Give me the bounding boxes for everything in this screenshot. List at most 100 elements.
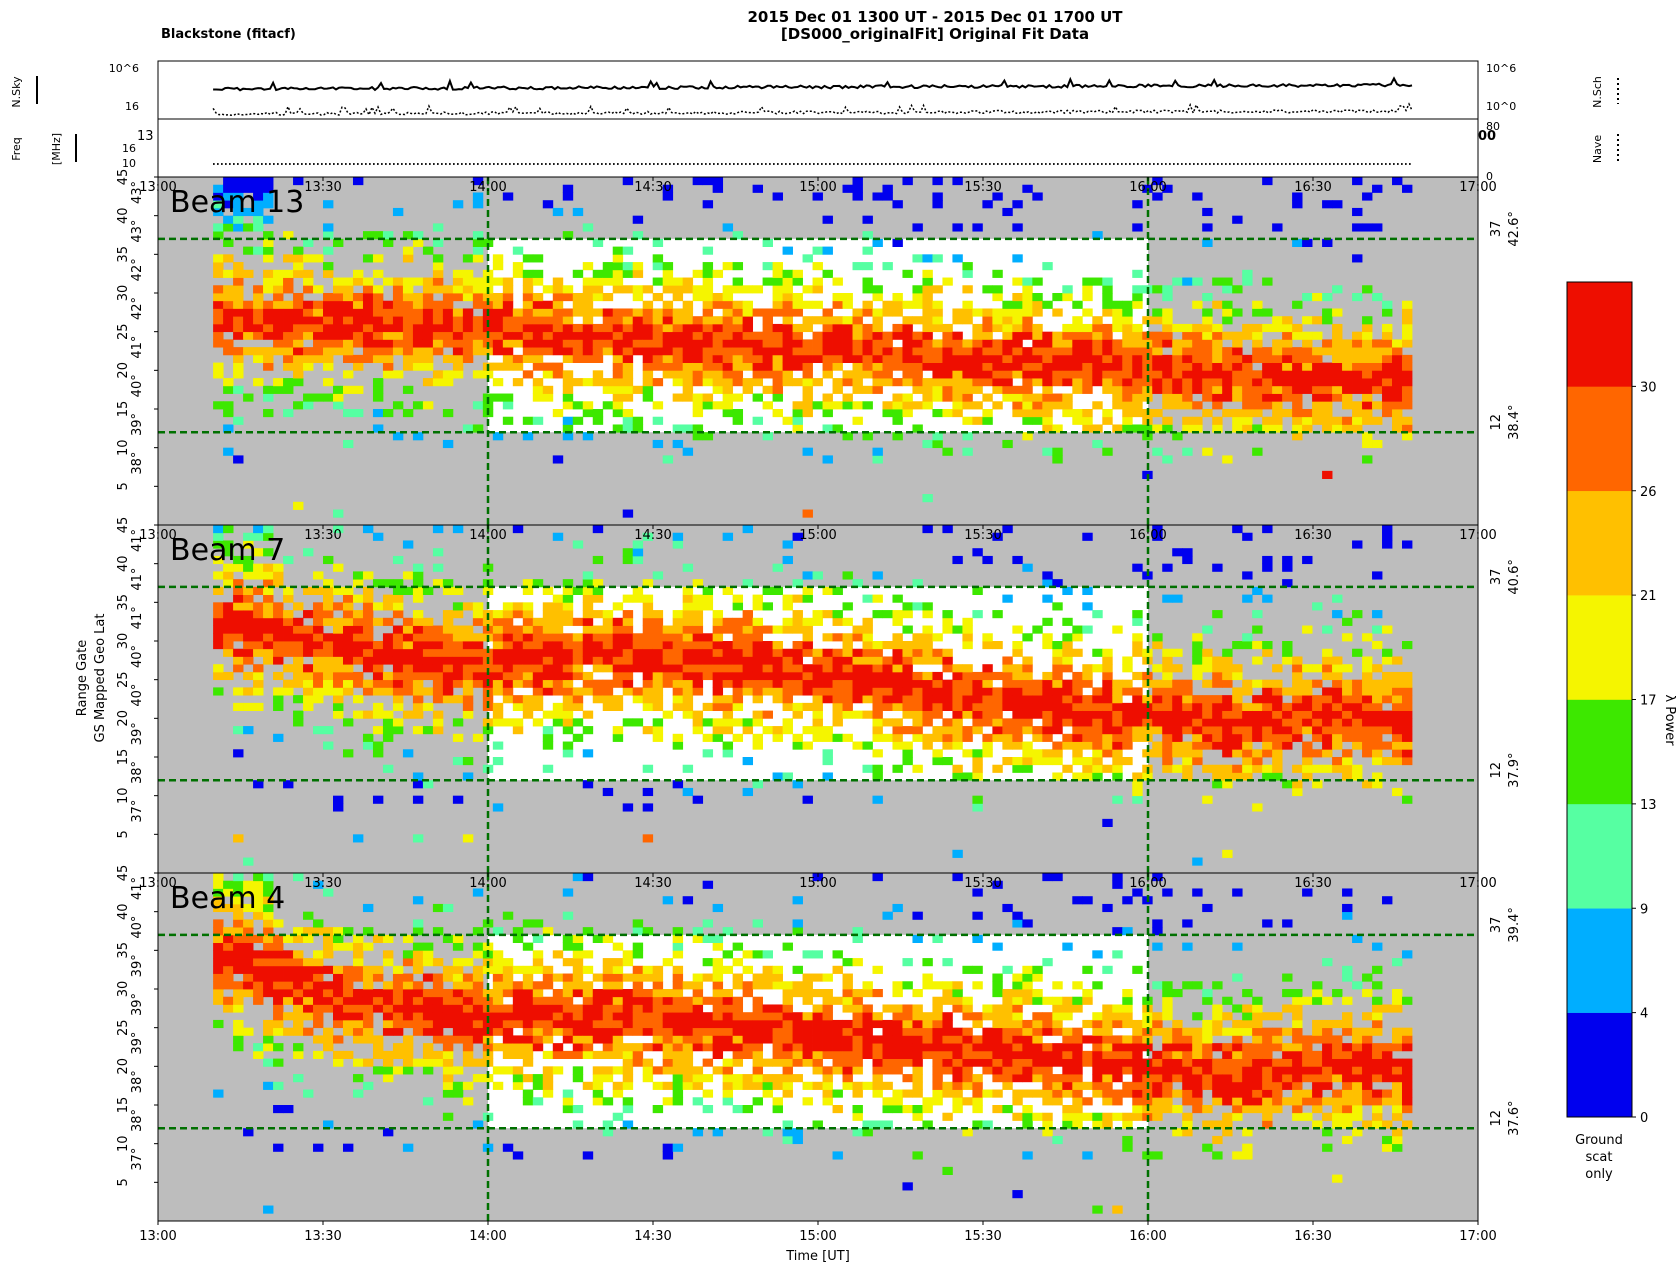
heatmap-cell <box>662 455 674 464</box>
heatmap-cell <box>1362 726 1373 735</box>
heatmap-cell <box>1152 370 1163 379</box>
heatmap-cell <box>1002 702 1013 711</box>
heatmap-cell <box>972 354 983 363</box>
heatmap-cell <box>682 285 694 294</box>
heatmap-cell <box>602 641 614 650</box>
heatmap-cell <box>402 981 414 990</box>
heatmap-cell <box>832 1105 843 1114</box>
heatmap-cell <box>1112 424 1123 433</box>
heatmap-cell <box>622 246 634 255</box>
heatmap-cell <box>352 834 364 843</box>
heatmap-cell <box>293 1027 304 1036</box>
heatmap-cell <box>1302 370 1313 379</box>
heatmap-cell <box>1392 385 1403 394</box>
heatmap-cell <box>402 1019 414 1029</box>
heatmap-cell <box>1262 347 1273 356</box>
heatmap-cell <box>372 300 384 309</box>
heatmap-cell <box>692 409 704 418</box>
heatmap-cell <box>1392 671 1403 681</box>
heatmap-cell <box>642 331 654 340</box>
heatmap-cell <box>412 586 424 595</box>
heatmap-cell <box>402 656 414 665</box>
heatmap-cell <box>552 641 564 650</box>
heatmap-cell <box>842 1066 853 1075</box>
heatmap-cell <box>542 385 554 394</box>
heatmap-cell <box>1222 849 1233 858</box>
heatmap-cell <box>342 625 354 634</box>
heatmap-cell <box>313 617 324 626</box>
heatmap-cell <box>253 571 264 580</box>
heatmap-cell <box>612 664 624 673</box>
heatmap-cell <box>922 695 933 704</box>
heatmap-cell <box>502 300 514 309</box>
heatmap-cell <box>442 687 454 696</box>
heatmap-cell <box>1162 664 1173 673</box>
heatmap-cell <box>1252 385 1263 394</box>
heatmap-cell <box>522 989 534 998</box>
heatmap-cell <box>792 679 803 688</box>
heatmap-cell <box>532 416 544 425</box>
heatmap-cell <box>972 695 983 704</box>
heatmap-cell <box>1392 726 1403 735</box>
heatmap-cell <box>462 1058 474 1067</box>
heatmap-cell <box>612 1004 624 1013</box>
heatmap-cell <box>1352 378 1363 387</box>
heatmap-cell <box>273 702 284 711</box>
heatmap-cell <box>372 378 384 387</box>
heatmap-cell <box>512 664 524 673</box>
heatmap-cell <box>432 656 444 665</box>
heatmap-cell <box>382 710 394 719</box>
heatmap-cell <box>1282 648 1293 657</box>
heatmap-cell <box>1222 285 1233 294</box>
heatmap-cell <box>1222 733 1233 742</box>
heatmap-cell <box>712 1066 724 1075</box>
heatmap-cell <box>412 687 424 696</box>
heatmap-cell <box>1152 285 1163 294</box>
heatmap-cell <box>342 594 354 603</box>
heatmap-cell <box>1392 177 1403 186</box>
heatmap-cell <box>972 718 983 727</box>
heatmap-cell <box>313 656 324 665</box>
heatmap-cell <box>842 370 853 379</box>
heatmap-cell <box>1272 385 1283 394</box>
heatmap-cell <box>732 416 744 425</box>
heatmap-cell <box>372 656 384 665</box>
heatmap-cell <box>842 996 853 1005</box>
heatmap-cell <box>1002 664 1013 673</box>
heatmap-cell <box>472 1035 484 1044</box>
heatmap-cell <box>342 277 354 286</box>
heatmap-cell <box>922 602 933 611</box>
heatmap-cell <box>243 888 254 897</box>
heatmap-cell <box>333 1012 344 1021</box>
heatmap-cell <box>233 749 244 758</box>
heatmap-cell <box>1372 362 1383 371</box>
heatmap-cell <box>263 888 274 897</box>
heatmap-cell <box>552 1012 564 1021</box>
heatmap-cell <box>642 602 654 611</box>
heatmap-cell <box>652 664 664 673</box>
heatmap-cell <box>1182 378 1193 387</box>
heatmap-cell <box>962 447 973 456</box>
heatmap-cell <box>333 331 344 340</box>
heatmap-cell <box>572 873 584 882</box>
heatmap-cell <box>1232 718 1243 727</box>
heatmap-cell <box>802 401 813 410</box>
heatmap-cell <box>622 362 634 371</box>
heatmap-cell <box>442 903 454 913</box>
heatmap-cell <box>732 308 744 317</box>
heatmap-cell <box>822 996 833 1005</box>
heatmap-cell <box>1032 401 1043 410</box>
heatmap-cell <box>772 354 783 363</box>
heatmap-cell <box>502 671 514 681</box>
heatmap-cell <box>532 664 544 673</box>
heatmap-cell <box>672 973 684 982</box>
heatmap-cell <box>822 1050 833 1059</box>
heatmap-cell <box>233 934 244 943</box>
heatmap-cell <box>293 308 304 317</box>
heatmap-cell <box>802 347 813 356</box>
heatmap-cell <box>512 996 524 1005</box>
heatmap-cell <box>822 362 833 371</box>
heatmap-cell <box>1132 780 1143 789</box>
heatmap-cell <box>742 679 754 688</box>
heatmap-cell <box>652 323 664 333</box>
